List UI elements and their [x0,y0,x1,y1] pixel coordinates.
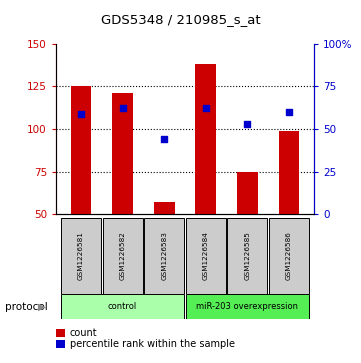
Text: count: count [70,328,97,338]
Point [120,106,126,111]
Bar [61,218,101,294]
Bar [186,294,309,319]
Bar [269,218,309,294]
Text: GDS5348 / 210985_s_at: GDS5348 / 210985_s_at [101,13,260,26]
Point [161,136,167,142]
Text: control: control [108,302,137,311]
Text: protocol: protocol [5,302,48,312]
Bar [144,218,184,294]
Bar [103,218,143,294]
Text: ▶: ▶ [38,302,46,312]
Bar [154,202,175,214]
Point [203,106,209,111]
Text: miR-203 overexpression: miR-203 overexpression [196,302,299,311]
Bar [186,218,226,294]
Text: GSM1226585: GSM1226585 [244,232,251,280]
Point [78,111,84,117]
Text: GSM1226581: GSM1226581 [78,232,84,280]
Bar [195,64,216,214]
Text: GSM1226582: GSM1226582 [119,232,126,280]
Bar [227,218,268,294]
Text: percentile rank within the sample: percentile rank within the sample [70,339,235,350]
Point [286,109,292,115]
Bar [112,93,133,214]
Text: GSM1226586: GSM1226586 [286,232,292,280]
Point [244,121,250,127]
Text: GSM1226584: GSM1226584 [203,232,209,280]
Bar [237,172,258,214]
Bar [279,131,300,214]
Text: GSM1226583: GSM1226583 [161,232,167,280]
Bar [61,294,184,319]
Bar [70,86,91,214]
